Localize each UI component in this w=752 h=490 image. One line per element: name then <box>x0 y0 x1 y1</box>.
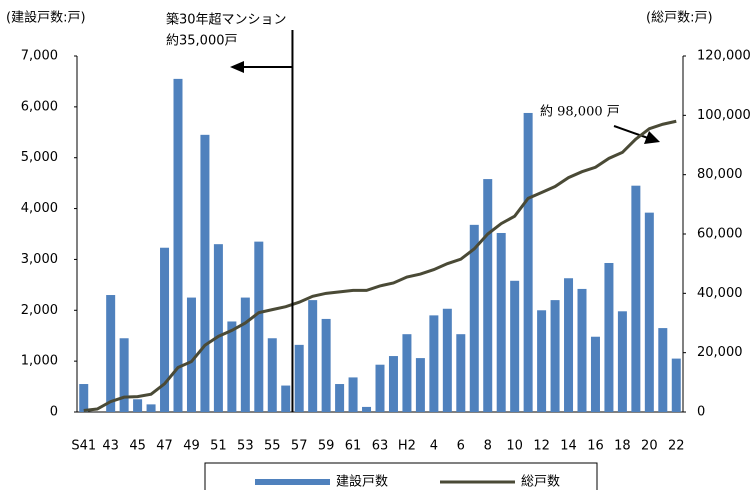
annotation: 築30年超マンション <box>166 13 287 28</box>
bar <box>227 321 237 412</box>
y-tick-label: 0 <box>50 405 58 420</box>
x-tick-label: 22 <box>668 439 685 454</box>
arrow <box>613 125 649 139</box>
bar <box>496 232 506 412</box>
x-tick-label: 8 <box>484 439 492 454</box>
bar <box>240 297 250 412</box>
y2-tick-label: 120,000 <box>697 49 751 64</box>
bar <box>200 134 210 413</box>
bar <box>402 334 412 412</box>
bar <box>348 377 358 412</box>
bar <box>483 179 493 412</box>
arrow-head <box>644 131 660 144</box>
x-tick-label: S41 <box>71 439 96 454</box>
bar <box>658 328 668 412</box>
x-tick-label: 63 <box>372 439 389 454</box>
bar <box>429 315 439 412</box>
bar <box>523 112 533 413</box>
x-tick-label: 49 <box>183 439 200 454</box>
x-tick-label: 12 <box>533 439 550 454</box>
x-tick-label: 14 <box>560 439 577 454</box>
bar <box>671 358 681 412</box>
annotation: 約 98,000 戸 <box>540 105 620 120</box>
bar <box>537 310 547 412</box>
x-tick-label: 47 <box>156 439 173 454</box>
legend-label: 総戸数 <box>521 475 560 490</box>
x-tick-label: 4 <box>430 439 438 454</box>
annotation: 約35,000戸 <box>166 34 238 49</box>
y-tick-label: 3,000 <box>21 252 58 267</box>
bar <box>281 385 291 412</box>
bar <box>362 406 372 412</box>
y2-tick-label: 40,000 <box>697 286 743 301</box>
bar <box>294 344 304 412</box>
bar <box>388 356 398 412</box>
y2-tick-label: 100,000 <box>697 108 751 123</box>
bar <box>173 78 183 412</box>
y2-tick-label: 60,000 <box>697 227 743 242</box>
y2-axis-label: (総戸数:戸) <box>646 11 713 26</box>
bar <box>133 399 143 412</box>
y2-tick-label: 80,000 <box>697 167 743 182</box>
y-axis-label: (建設戸数:戸) <box>6 10 86 26</box>
bar <box>254 241 264 412</box>
bar <box>415 358 425 412</box>
y-tick-label: 5,000 <box>21 150 58 165</box>
y2-tick-label: 0 <box>697 405 705 420</box>
bar <box>79 384 89 412</box>
x-tick-label: 55 <box>264 439 281 454</box>
bar <box>119 338 129 412</box>
x-tick-label: 16 <box>587 439 604 454</box>
y-tick-label: 6,000 <box>21 99 58 114</box>
legend-label: 建設戸数 <box>336 474 388 490</box>
bar <box>577 288 587 412</box>
x-tick-label: 61 <box>345 439 362 454</box>
x-tick-label: 51 <box>210 439 227 454</box>
bar <box>631 185 641 412</box>
x-tick-label: 59 <box>318 439 335 454</box>
bar <box>106 295 116 412</box>
bar <box>510 280 520 412</box>
x-tick-label: 20 <box>641 439 658 454</box>
bar <box>160 247 170 412</box>
bar <box>469 224 479 412</box>
y-tick-label: 1,000 <box>21 354 58 369</box>
bar <box>213 244 223 412</box>
x-tick-label: H2 <box>398 439 416 454</box>
y2-tick-label: 20,000 <box>697 345 743 360</box>
bar <box>550 300 560 412</box>
line <box>83 119 677 413</box>
x-tick-label: 10 <box>506 439 523 454</box>
bar <box>308 300 318 412</box>
bar <box>590 336 600 412</box>
arrow-head <box>230 61 244 73</box>
x-tick-label: 53 <box>237 439 254 454</box>
y-tick-label: 4,000 <box>21 201 58 216</box>
x-tick-label: 6 <box>457 439 465 454</box>
bar <box>442 308 452 412</box>
x-tick-label: 57 <box>291 439 308 454</box>
bar <box>186 297 196 412</box>
bar <box>375 364 385 412</box>
bar <box>456 334 466 412</box>
bar <box>335 384 345 412</box>
y-tick-label: 7,000 <box>21 49 58 64</box>
x-tick-label: 18 <box>614 439 631 454</box>
bar <box>617 311 627 412</box>
x-tick-label: 43 <box>102 439 119 454</box>
legend-box <box>204 462 598 490</box>
bar <box>321 318 331 412</box>
x-tick-label: 45 <box>129 439 146 454</box>
bar <box>564 278 574 412</box>
bar <box>604 262 614 412</box>
y-tick-label: 2,000 <box>21 303 58 318</box>
legend-swatch <box>255 479 330 485</box>
bar <box>644 212 654 412</box>
bar <box>267 338 277 412</box>
bar <box>146 404 156 412</box>
